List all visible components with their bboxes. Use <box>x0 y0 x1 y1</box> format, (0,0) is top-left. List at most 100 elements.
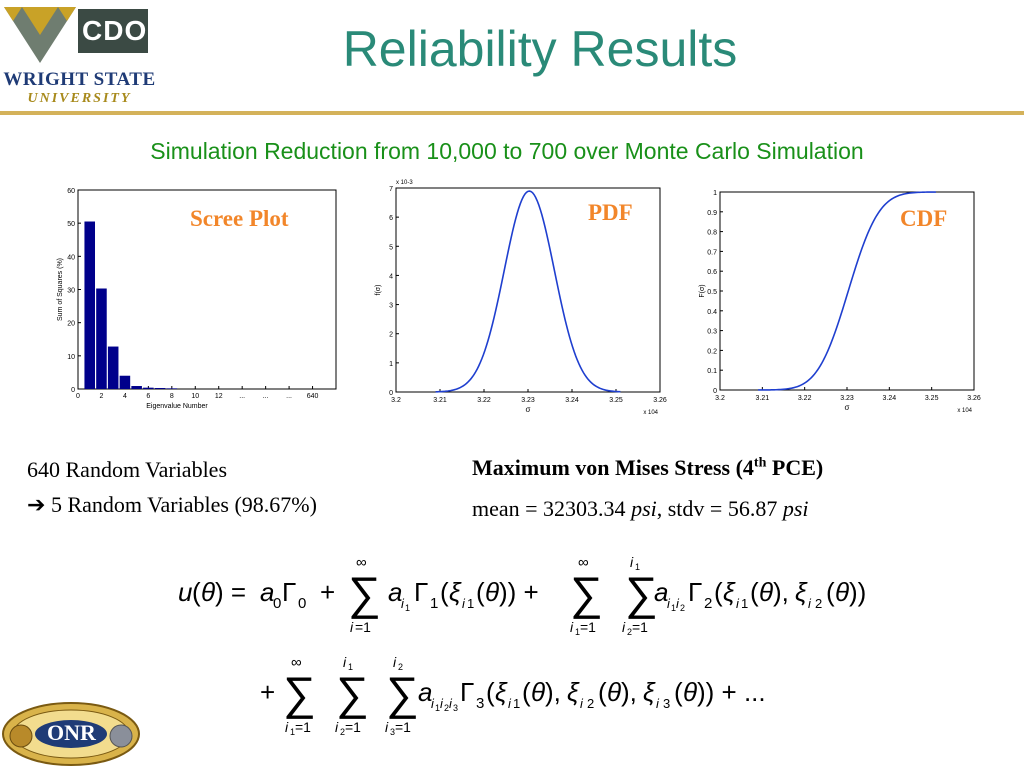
cdf-x-tick-label: 3.24 <box>883 395 897 402</box>
pdf-y-tick-label: 1 <box>389 361 393 368</box>
reduced-variables-text: 5 Random Variables (98.67%) <box>50 492 317 517</box>
cdf-x-axis-label: σ <box>845 403 850 412</box>
pdf-y-tick-label: 3 <box>389 303 393 310</box>
cdf-series-line <box>758 191 936 391</box>
cdf-y-tick-label: 0.8 <box>707 230 717 237</box>
svg-text:(: ( <box>714 577 723 607</box>
scree-x-axis-label: Eigenvalue Number <box>146 403 208 410</box>
pdf-series-line <box>435 190 621 393</box>
stress-heading-sup: th <box>753 455 767 471</box>
svg-text:2: 2 <box>587 696 594 711</box>
svg-text:θ: θ <box>607 677 621 707</box>
scree-x-tick-label: 10 <box>191 393 199 400</box>
stress-statistics: mean = 32303.34 psi, stdv = 56.87 psi <box>472 496 809 522</box>
scree-x-tick-label: 4 <box>123 393 127 400</box>
scree-x-tick-label: 640 <box>307 393 319 400</box>
svg-text:i: i <box>335 719 339 735</box>
svg-text:∞: ∞ <box>356 554 367 571</box>
pdf-x-tick-label: 3.22 <box>477 397 491 404</box>
svg-text:ξ: ξ <box>449 577 462 607</box>
svg-text:θ: θ <box>201 577 215 607</box>
title-divider <box>0 111 1024 115</box>
svg-text:θ: θ <box>759 577 773 607</box>
svg-text:i: i <box>570 619 574 635</box>
svg-text:(: ( <box>598 677 607 707</box>
pdf-x-tick-label: 3.26 <box>653 397 667 404</box>
svg-text:(: ( <box>750 577 759 607</box>
svg-text:)) +: )) + <box>499 577 539 607</box>
svg-text:ξ: ξ <box>723 577 736 607</box>
svg-text:i: i <box>656 696 660 711</box>
svg-text:2: 2 <box>444 703 449 713</box>
svg-text:∞: ∞ <box>291 654 302 671</box>
svg-text:Γ: Γ <box>414 577 428 607</box>
svg-text:i: i <box>440 696 444 711</box>
svg-text:Γ: Γ <box>460 677 474 707</box>
scree-y-tick-label: 60 <box>67 188 75 195</box>
svg-text:1: 1 <box>513 696 520 711</box>
svg-text:1: 1 <box>290 727 295 737</box>
cdf-y-tick-label: 0.7 <box>707 249 717 256</box>
cdf-x-tick-label: 3.26 <box>967 395 981 402</box>
svg-text:a: a <box>388 577 402 607</box>
stdv-unit: psi <box>782 496 809 521</box>
svg-text:0: 0 <box>273 595 281 612</box>
svg-text:+: + <box>260 677 275 707</box>
onr-logo-text: ONR <box>47 720 96 745</box>
svg-text:1: 1 <box>635 562 640 572</box>
pdf-y-multiplier: x 10-3 <box>396 180 413 186</box>
slide-subtitle: Simulation Reduction from 10,000 to 700 … <box>150 138 864 164</box>
pdf-chart: 3.2 3.21 3.22 3.23 3.24 3.25 3.26 0 1 2 3 4 5 6 7 σ f(σ)… <box>375 180 667 416</box>
svg-text:1: 1 <box>575 627 580 637</box>
svg-text:1: 1 <box>467 596 474 611</box>
scree-y-tick-label: 30 <box>67 288 75 295</box>
triangle-logo-icon <box>2 3 148 65</box>
pdf-y-tick-label: 4 <box>389 273 393 280</box>
cdf-y-tick-label: 0.5 <box>707 289 717 296</box>
cdf-chart: 3.2 3.21 3.22 3.23 3.24 3.25 3.26 0 0.1 0.2 0.3 0.4… <box>699 190 981 414</box>
scree-bar <box>119 375 131 389</box>
cdf-y-tick-label: 0.3 <box>707 329 717 336</box>
pdf-y-tick-label: 6 <box>389 215 393 222</box>
svg-text:3: 3 <box>663 696 670 711</box>
svg-text:)) + ...: )) + ... <box>697 677 766 707</box>
svg-text:2: 2 <box>398 662 403 672</box>
svg-text:1: 1 <box>741 596 748 611</box>
scree-x-tick-label: 8 <box>170 393 174 400</box>
pdf-x-multiplier: x 104 <box>643 410 658 416</box>
svg-text:),: ), <box>545 677 561 707</box>
scree-y-tick-label: 0 <box>71 387 75 394</box>
svg-text:i: i <box>676 596 680 611</box>
arrow-right-icon: ➔ <box>27 492 46 517</box>
cdf-frame <box>719 191 975 391</box>
cdf-x-tick-label: 3.2 <box>715 395 725 402</box>
svg-text:ξ: ξ <box>495 677 508 707</box>
svg-text:∑: ∑ <box>336 667 369 719</box>
cdf-label: CDF <box>900 206 948 231</box>
svg-text:θ: θ <box>835 577 849 607</box>
svg-text:Γ: Γ <box>688 577 702 607</box>
svg-text:a: a <box>654 577 668 607</box>
svg-text:i: i <box>622 619 626 635</box>
svg-text:a: a <box>418 677 432 707</box>
svg-text:θ: θ <box>485 577 499 607</box>
stress-heading-pre: Maximum von Mises Stress (4 <box>472 455 754 480</box>
pdf-x-tick-label: 3.21 <box>433 397 447 404</box>
stress-heading: Maximum von Mises Stress (4th PCE) <box>472 455 823 481</box>
svg-text:i: i <box>580 696 584 711</box>
svg-text:∑: ∑ <box>625 567 658 619</box>
onr-seal-logo: ONR <box>1 700 141 766</box>
cdf-y-tick-label: 0.9 <box>707 210 717 217</box>
scree-plot-frame <box>77 189 337 390</box>
svg-text:)): )) <box>849 577 866 607</box>
svg-text:(: ( <box>522 677 531 707</box>
cdf-y-axis-label: F(σ) <box>699 284 706 297</box>
pdf-y-axis-label: f(σ) <box>375 285 382 296</box>
svg-text:i: i <box>401 596 405 611</box>
scree-x-tick-label: 12 <box>215 393 223 400</box>
pdf-frame <box>395 187 661 393</box>
svg-text:i: i <box>667 596 671 611</box>
svg-text:1: 1 <box>435 703 440 713</box>
scree-bar <box>131 386 142 389</box>
cdf-x-tick-label: 3.22 <box>798 395 812 402</box>
